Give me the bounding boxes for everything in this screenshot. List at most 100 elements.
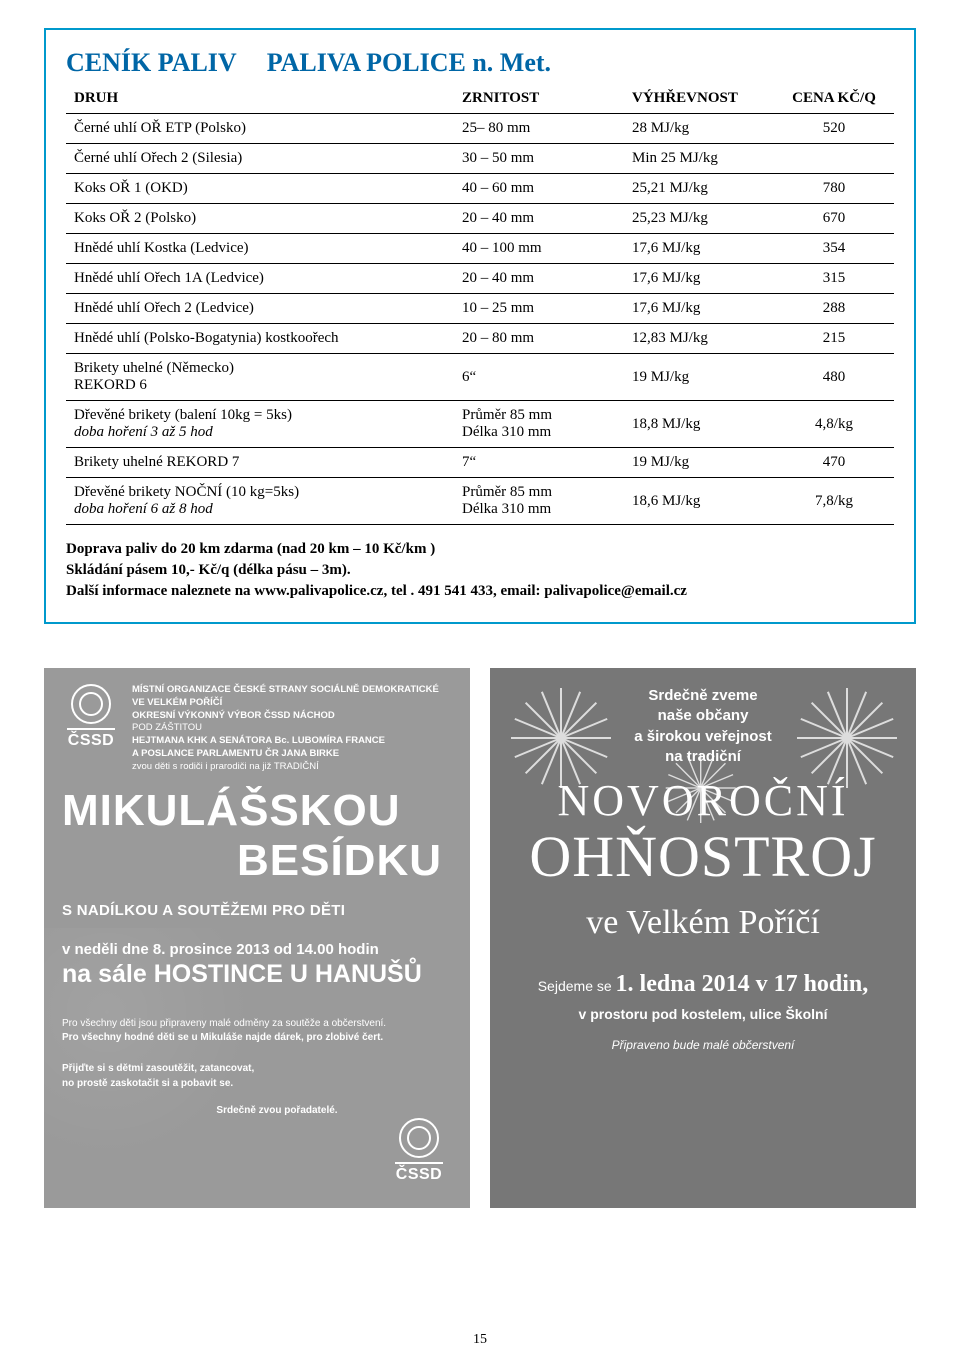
cell-druh: Hnědé uhlí Ořech 1A (Ledvice) (66, 264, 454, 294)
invite-line: a širokou veřejnost (508, 727, 898, 747)
org-line: VE VELKÉM POŘÍČÍ (132, 697, 439, 710)
place: ve Velkém Poříčí (508, 904, 898, 942)
logo-text: ČSSD (68, 732, 114, 750)
cell-cena: 480 (774, 354, 894, 401)
note-line: Doprava paliv do 20 km zdarma (nad 20 km… (66, 539, 894, 560)
bg-illustration (44, 928, 254, 1208)
cell-zrnitost: Průměr 85 mmDélka 310 mm (454, 478, 624, 525)
cell-druh: Koks OŘ 1 (OKD) (66, 174, 454, 204)
invite-line: Srdečně zveme (508, 686, 898, 706)
cell-druh: Hnědé uhlí Ořech 2 (Ledvice) (66, 294, 454, 324)
col-zrnitost: ZRNITOST (454, 84, 624, 114)
cell-druh: Hnědé uhlí (Polsko-Bogatynia) kostkoořec… (66, 324, 454, 354)
cell-cena: 780 (774, 174, 894, 204)
table-row: Koks OŘ 1 (OKD)40 – 60 mm25,21 MJ/kg780 (66, 174, 894, 204)
ads-row: ČSSD MÍSTNÍ ORGANIZACE ČESKÉ STRANY SOCI… (44, 668, 916, 1208)
cell-vyhrevnost: 25,23 MJ/kg (624, 204, 774, 234)
ad-left-sub: S NADÍLKOU A SOUTĚŽEMI PRO DĚTI (62, 902, 452, 919)
invite-line: na tradiční (508, 747, 898, 767)
price-company: PALIVA POLICE n. Met. (267, 48, 551, 78)
rose-icon (399, 1118, 439, 1158)
cell-druh: Dřevěné brikety NOČNÍ (10 kg=5ks)doba ho… (66, 478, 454, 525)
cell-cena: 288 (774, 294, 894, 324)
cell-vyhrevnost: 17,6 MJ/kg (624, 264, 774, 294)
cell-zrnitost: 20 – 40 mm (454, 204, 624, 234)
note-line: Skládání pásem 10,- Kč/q (délka pásu – 3… (66, 560, 894, 581)
table-row: Brikety uhelné REKORD 77“19 MJ/kg470 (66, 448, 894, 478)
logo-text: ČSSD (396, 1166, 442, 1184)
table-row: Hnědé uhlí Ořech 1A (Ledvice)20 – 40 mm1… (66, 264, 894, 294)
col-vyhrevnost: VÝHŘEVNOST (624, 84, 774, 114)
col-druh: DRUH (66, 84, 454, 114)
table-row: Hnědé uhlí Ořech 2 (Ledvice)10 – 25 mm17… (66, 294, 894, 324)
cell-zrnitost: 6“ (454, 354, 624, 401)
cell-vyhrevnost: 17,6 MJ/kg (624, 294, 774, 324)
org-line: OKRESNÍ VÝKONNÝ VÝBOR ČSSD NÁCHOD (132, 710, 439, 723)
org-line: HEJTMANA KHK A SENÁTORA Bc. LUBOMÍRA FRA… (132, 735, 439, 748)
cell-zrnitost: 7“ (454, 448, 624, 478)
cell-zrnitost: 20 – 80 mm (454, 324, 624, 354)
cell-vyhrevnost: 12,83 MJ/kg (624, 324, 774, 354)
ad-left-title2: BESÍDKU (62, 836, 442, 886)
foot-note: Připraveno bude malé občerstvení (508, 1038, 898, 1052)
cell-druh: Brikety uhelné (Německo)REKORD 6 (66, 354, 454, 401)
cell-vyhrevnost: 18,6 MJ/kg (624, 478, 774, 525)
cell-druh: Brikety uhelné REKORD 7 (66, 448, 454, 478)
cell-zrnitost: 40 – 100 mm (454, 234, 624, 264)
cell-vyhrevnost: 25,21 MJ/kg (624, 174, 774, 204)
cell-druh: Hnědé uhlí Kostka (Ledvice) (66, 234, 454, 264)
novorocni: NOVOROČNÍ (508, 775, 898, 826)
cssd-logo-bottom: ČSSD (390, 1118, 448, 1184)
col-cena: CENA KČ/Q (774, 84, 894, 114)
meet-pre: Sejdeme se (538, 978, 616, 994)
invite-lines: Srdečně zveme naše občany a širokou veře… (508, 686, 898, 767)
ad-left-title1: MIKULÁŠSKOU (62, 786, 452, 836)
ad-ohnostroj: Srdečně zveme naše občany a širokou veře… (490, 668, 916, 1208)
sub-location: v prostoru pod kostelem, ulice Školní (508, 1006, 898, 1022)
cell-cena: 354 (774, 234, 894, 264)
cell-druh: Černé uhlí OŘ ETP (Polsko) (66, 114, 454, 144)
cell-vyhrevnost: 28 MJ/kg (624, 114, 774, 144)
page-number: 15 (0, 1332, 960, 1348)
cell-vyhrevnost: 19 MJ/kg (624, 354, 774, 401)
cell-druh: Černé uhlí Ořech 2 (Silesia) (66, 144, 454, 174)
cell-vyhrevnost: 18,8 MJ/kg (624, 401, 774, 448)
cell-cena: 7,8/kg (774, 478, 894, 525)
ad-mikulas: ČSSD MÍSTNÍ ORGANIZACE ČESKÉ STRANY SOCI… (44, 668, 470, 1208)
org-lines: MÍSTNÍ ORGANIZACE ČESKÉ STRANY SOCIÁLNĚ … (132, 684, 439, 774)
cell-cena: 470 (774, 448, 894, 478)
ad-left-header: ČSSD MÍSTNÍ ORGANIZACE ČESKÉ STRANY SOCI… (62, 684, 452, 774)
cssd-logo: ČSSD (62, 684, 120, 774)
meet-big: 1. ledna 2014 v 17 hodin, (616, 971, 869, 997)
rose-icon (71, 684, 111, 724)
cell-zrnitost: 10 – 25 mm (454, 294, 624, 324)
note-line: Další informace naleznete na www.palivap… (66, 581, 894, 602)
cell-vyhrevnost: Min 25 MJ/kg (624, 144, 774, 174)
cell-cena (774, 144, 894, 174)
invite-line: naše občany (508, 706, 898, 726)
cell-cena: 670 (774, 204, 894, 234)
table-header-row: DRUH ZRNITOST VÝHŘEVNOST CENA KČ/Q (66, 84, 894, 114)
cell-vyhrevnost: 19 MJ/kg (624, 448, 774, 478)
price-header: CENÍK PALIV PALIVA POLICE n. Met. (66, 48, 894, 78)
cell-druh: Dřevěné brikety (balení 10kg = 5ks)doba … (66, 401, 454, 448)
logo-divider (67, 728, 115, 730)
table-row: Černé uhlí Ořech 2 (Silesia)30 – 50 mmMi… (66, 144, 894, 174)
logo-divider (395, 1162, 443, 1164)
cell-cena: 520 (774, 114, 894, 144)
cell-zrnitost: 20 – 40 mm (454, 264, 624, 294)
cell-cena: 315 (774, 264, 894, 294)
cell-vyhrevnost: 17,6 MJ/kg (624, 234, 774, 264)
table-row: Dřevěné brikety NOČNÍ (10 kg=5ks)doba ho… (66, 478, 894, 525)
org-line: MÍSTNÍ ORGANIZACE ČESKÉ STRANY SOCIÁLNĚ … (132, 684, 439, 697)
table-row: Černé uhlí OŘ ETP (Polsko)25– 80 mm28 MJ… (66, 114, 894, 144)
table-row: Hnědé uhlí Kostka (Ledvice)40 – 100 mm17… (66, 234, 894, 264)
cell-cena: 4,8/kg (774, 401, 894, 448)
ohnostroj: OHŇOSTROJ (508, 828, 898, 886)
cell-zrnitost: 30 – 50 mm (454, 144, 624, 174)
table-row: Brikety uhelné (Německo)REKORD 66“19 MJ/… (66, 354, 894, 401)
price-title: CENÍK PALIV (66, 48, 237, 78)
cell-druh: Koks OŘ 2 (Polsko) (66, 204, 454, 234)
cell-zrnitost: 40 – 60 mm (454, 174, 624, 204)
table-row: Dřevěné brikety (balení 10kg = 5ks)doba … (66, 401, 894, 448)
